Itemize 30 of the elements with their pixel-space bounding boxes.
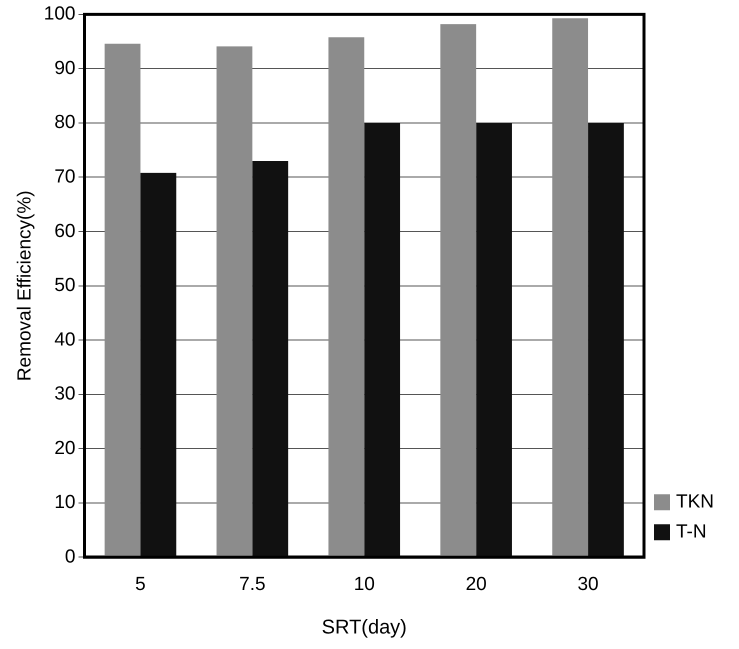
bar: [440, 24, 476, 557]
y-tick-label: 30: [54, 384, 76, 405]
x-tick-label: 20: [466, 574, 487, 595]
y-tick-label: 50: [54, 275, 76, 296]
y-tick-label: 0: [64, 546, 76, 568]
y-tick-label: 40: [54, 329, 76, 350]
y-tick-label: 80: [54, 112, 76, 134]
bar: [252, 160, 288, 557]
x-axis-title: SRT(day): [322, 616, 407, 639]
x-tick-label: 30: [577, 574, 599, 595]
bar: [552, 18, 588, 557]
x-tick-label: 5: [135, 574, 146, 595]
y-tick-label: 60: [54, 220, 76, 242]
y-tick-label: 20: [54, 438, 76, 459]
y-tick-label: 10: [54, 492, 76, 514]
bar: [364, 122, 400, 557]
bar: [476, 122, 512, 557]
y-tick-label: 90: [54, 58, 76, 79]
bar: [328, 37, 364, 557]
legend-label: T-N: [676, 521, 707, 542]
bar: [216, 46, 252, 557]
bar: [588, 122, 624, 557]
x-tick-label: 10: [354, 574, 375, 595]
y-tick-label: 70: [54, 166, 76, 188]
bar: [104, 44, 140, 557]
legend-label: TKN: [676, 491, 714, 512]
y-axis-title: Removal Efficiency(%): [14, 190, 36, 382]
y-tick-label: 100: [44, 4, 76, 25]
bar: [140, 172, 176, 557]
x-tick-label: 7.5: [239, 574, 266, 595]
